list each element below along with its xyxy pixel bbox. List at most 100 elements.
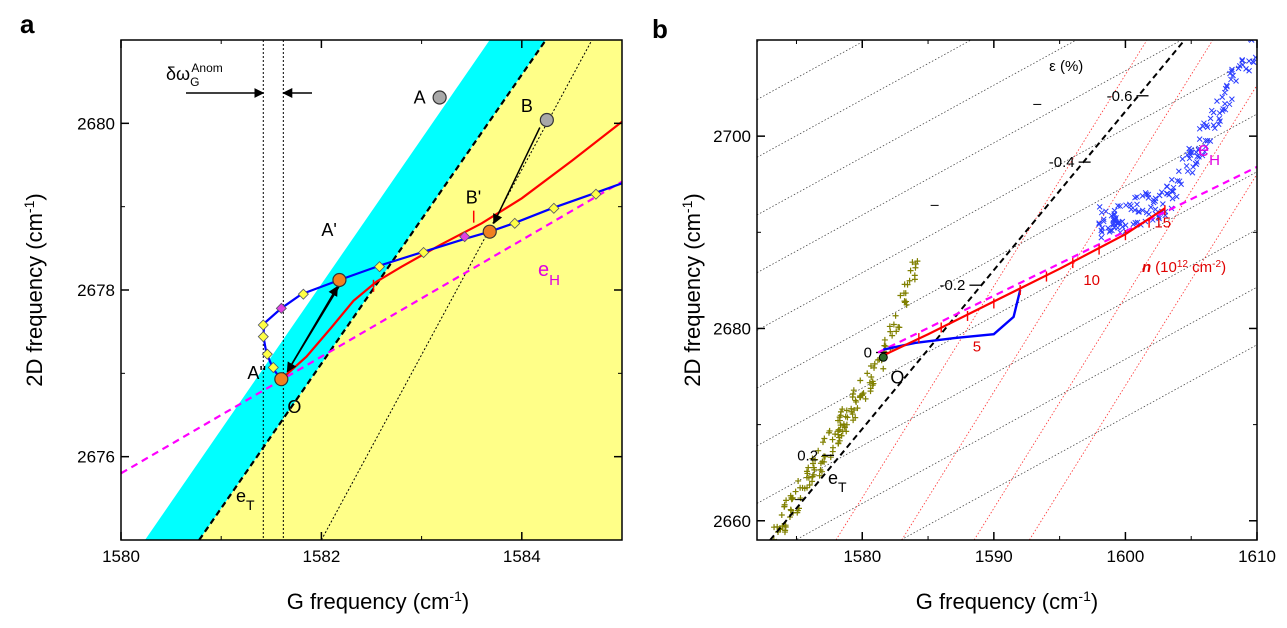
blue-point-159: [1226, 101, 1233, 108]
strain-tick-label-2: -0.2: [940, 277, 966, 294]
blue-point-141: [1203, 143, 1209, 150]
b-y-tick-label-2700: 2700: [713, 127, 751, 146]
label-e-h-b-sub: H: [1209, 152, 1220, 169]
olive-point-19: [792, 488, 799, 495]
blue-point-88: [1202, 137, 1209, 144]
blue-curve-marker-8: [548, 202, 560, 214]
olive-point-118: [829, 444, 836, 451]
olive-point-146: [825, 429, 832, 436]
blue-point-167: [1111, 207, 1118, 214]
panel-b-plot-area: [757, 34, 1257, 540]
blue-point-145: [1128, 206, 1135, 213]
label-b: B: [521, 96, 533, 116]
olive-point-37: [897, 292, 904, 299]
olive-point-121: [896, 324, 903, 331]
olive-point-86: [843, 407, 850, 414]
blue-point-122: [1196, 136, 1203, 142]
arrow-0: [493, 127, 541, 225]
panel-b-frame: [756, 39, 1258, 541]
blue-point-48: [1163, 190, 1170, 197]
strain-tick-label-3: 0: [864, 345, 872, 362]
olive-point-82: [868, 374, 875, 381]
olive-point-139: [819, 458, 826, 465]
doping-gridline-6: [757, 40, 1183, 273]
doping-axis-doping-axis-label: n: [1142, 259, 1151, 276]
strain-line: [769, 40, 1186, 540]
doping-axis-doping-axis-sup1: 12: [1177, 259, 1189, 270]
doping-label-0: 5: [973, 339, 981, 356]
blue-point-158: [1249, 58, 1256, 65]
olive-point-150: [901, 299, 908, 306]
blue-point-127: [1239, 56, 1246, 63]
blue-point-148: [1183, 163, 1190, 169]
blue-point-70: [1199, 152, 1206, 159]
olive-point-113: [829, 436, 836, 443]
blue-point-1: [1173, 193, 1180, 200]
olive-point-148: [836, 414, 843, 421]
blue-point-34: [1193, 149, 1200, 156]
strain-gridline-1: [901, 40, 1214, 540]
blue-curve-marker-2: [261, 348, 273, 360]
olive-point-158: [805, 474, 812, 481]
olive-point-33: [836, 426, 843, 433]
blue-point-92: [1246, 67, 1252, 74]
strain-gridline-3: [1029, 173, 1257, 540]
olive-point-142: [892, 312, 899, 319]
point-o-b: [878, 352, 888, 362]
blue-point-10: [1230, 72, 1236, 79]
blue-point-35: [1168, 176, 1175, 183]
label-o: O: [287, 397, 301, 417]
magenta-marker-0: [275, 302, 287, 314]
label-e-h-b: eH: [1198, 139, 1220, 169]
blue-point-69: [1214, 98, 1220, 104]
blue-point-166: [1221, 89, 1228, 96]
blue-point-153: [1189, 169, 1196, 176]
blue-curve-marker-4: [297, 288, 309, 300]
olive-point-153: [821, 435, 828, 442]
doping-gridline-3: [757, 171, 1257, 447]
doping-gridline-2: [757, 229, 1257, 504]
doping-label-1: 10: [1083, 272, 1100, 289]
olive-point-60: [843, 428, 850, 435]
olive-point-147: [881, 336, 888, 343]
blue-point-63: [1194, 153, 1201, 160]
blue-point-118: [1196, 154, 1202, 160]
blue-point-78: [1100, 216, 1107, 223]
magenta-marker-1: [459, 231, 471, 243]
blue-point-60: [1156, 215, 1162, 222]
blue-point-81: [1235, 65, 1242, 72]
blue-point-129: [1210, 109, 1217, 116]
blue-point-151: [1114, 224, 1121, 231]
olive-point-66: [862, 395, 869, 402]
olive-point-140: [852, 397, 859, 404]
doping-gridline-7: [757, 40, 1078, 216]
blue-point-115: [1108, 212, 1115, 219]
blue-point-2: [1096, 220, 1102, 226]
blue-point-18: [1098, 227, 1105, 234]
blue-point-86: [1249, 34, 1254, 39]
label-a-double-prime: A'': [247, 363, 266, 383]
blue-point-75: [1192, 160, 1199, 167]
blue-curve-marker-6: [418, 246, 430, 259]
blue-curve-marker-9: [590, 188, 602, 200]
olive-point-43: [871, 360, 878, 367]
panel-a-y-axis-title: 2D frequency (cm-1): [21, 193, 47, 386]
olive-point-110: [902, 290, 909, 297]
blue-point-15: [1143, 191, 1150, 198]
blue-point-164: [1176, 178, 1183, 185]
blue-point-29: [1168, 188, 1175, 195]
blue-point-112: [1107, 227, 1114, 234]
blue-curve-marker-0: [257, 319, 269, 331]
panel-a-plot-area: [121, 40, 622, 540]
olive-point-155: [850, 417, 857, 424]
blue-point-62: [1096, 204, 1103, 210]
arrow-2: [286, 285, 339, 373]
b-y-tick-label-2680: 2680: [713, 319, 751, 338]
blue-point-108: [1119, 223, 1126, 230]
blue-point-91: [1145, 191, 1152, 198]
red-curve-b: [882, 207, 1166, 357]
strain-tick-label-1: -0.4: [1049, 154, 1075, 171]
blue-curve-marker-3: [267, 361, 279, 374]
strain-gridline-2: [973, 84, 1257, 540]
olive-point-88: [850, 387, 857, 394]
